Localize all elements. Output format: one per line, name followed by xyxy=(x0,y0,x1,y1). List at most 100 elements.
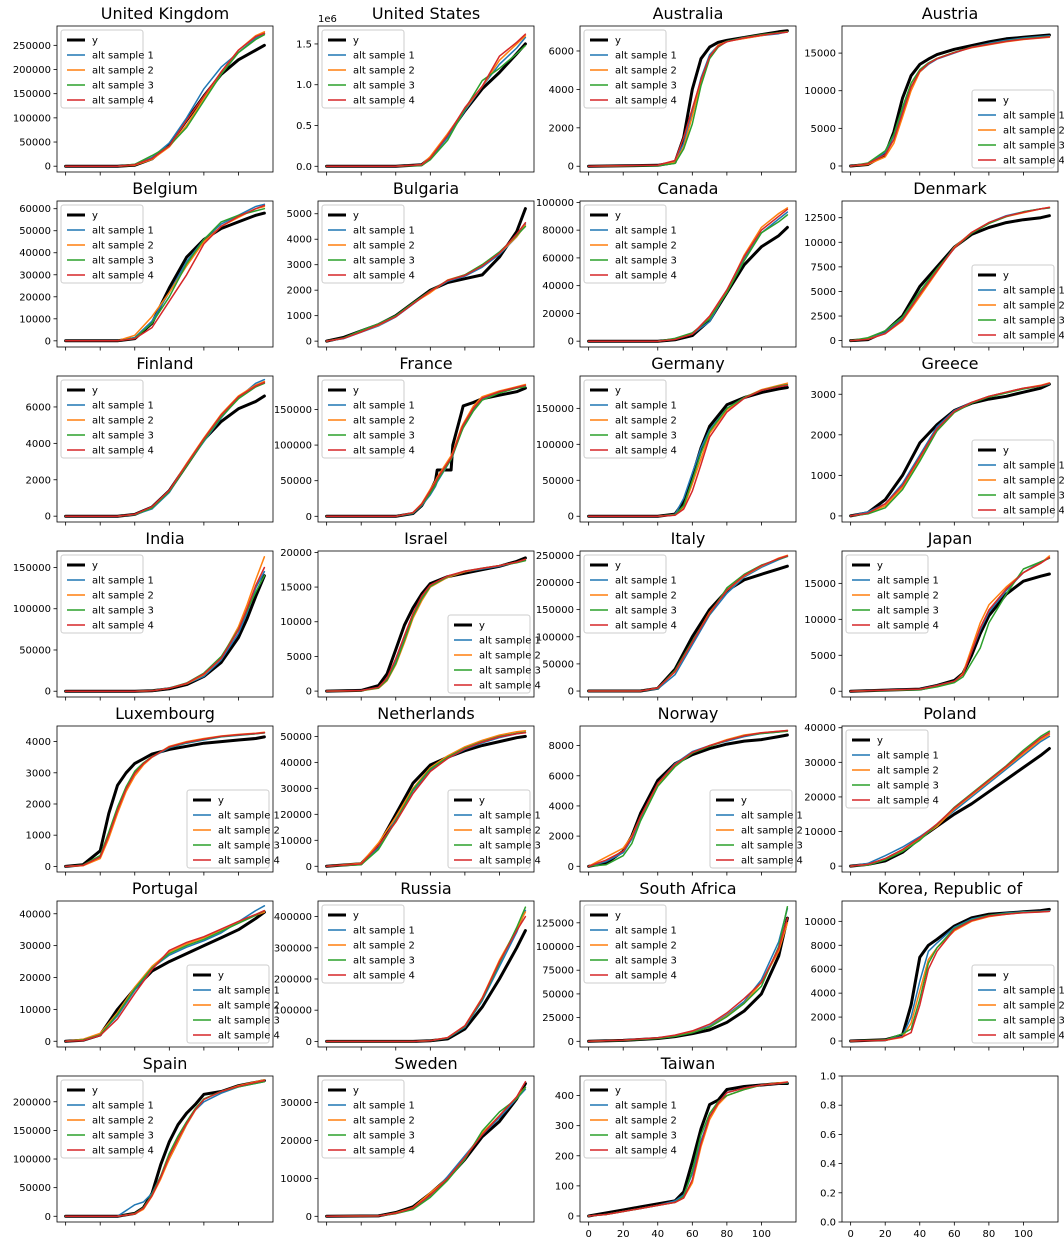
panel-title: Korea, Republic of xyxy=(878,879,1023,898)
series-line-alt-sample-4 xyxy=(64,204,266,342)
y-tick-label: 100000 xyxy=(536,198,574,209)
legend-entry: alt sample 1 xyxy=(92,401,154,412)
panel-title: Greece xyxy=(922,354,979,373)
legend-entry: alt sample 1 xyxy=(218,811,280,822)
panel-16: Luxembourg 0 1000 2000 3000 4000 y alt sample 1… xyxy=(26,704,280,876)
y-tick-label: 5000 xyxy=(287,652,312,663)
panel-14: Italy 0 50000 100000 150000 200000 250000 y alt … xyxy=(536,529,797,701)
legend-entry: alt sample 1 xyxy=(353,1101,415,1112)
y-tick-label: 10000 xyxy=(19,1005,51,1016)
legend: y alt sample 1 alt sample 2 alt sample 3 alt… xyxy=(60,554,154,634)
y-tick-label: 30000 xyxy=(19,270,51,281)
x-tick-label: 20 xyxy=(617,1229,630,1240)
legend: y alt sample 1 alt sample 2 alt sample 3 alt… xyxy=(60,204,154,284)
legend-entry: alt sample 4 xyxy=(353,96,415,107)
y-tick-label: 2000 xyxy=(549,832,574,843)
x-tick-label: 60 xyxy=(686,1229,699,1240)
panel-11: Greece 0 1000 2000 3000 y alt sample 1 alt samp… xyxy=(811,354,1064,526)
legend-entry: y xyxy=(479,621,485,632)
axes-frame xyxy=(56,900,274,1048)
y-tick-label: 0 xyxy=(306,512,312,523)
legend-entry: alt sample 2 xyxy=(218,826,280,837)
x-tick-label: 80 xyxy=(721,1229,734,1240)
y-tick-label: 5000 xyxy=(811,651,836,662)
y-tick-label: 250000 xyxy=(13,41,51,52)
y-tick-label: 1.0 xyxy=(296,80,312,91)
legend-entry: alt sample 4 xyxy=(479,856,541,867)
axes-frame xyxy=(579,375,797,523)
legend-entry: alt sample 2 xyxy=(353,416,415,427)
y-tick-label: 10000 xyxy=(280,617,312,628)
legend-box xyxy=(60,204,144,284)
legend-entry: alt sample 4 xyxy=(92,96,154,107)
y-tick-label: 50000 xyxy=(542,989,574,1000)
legend-entry: alt sample 1 xyxy=(741,811,803,822)
y-tick-label: 60000 xyxy=(19,204,51,215)
panel-title: Portugal xyxy=(132,879,198,898)
legend-entry: alt sample 3 xyxy=(877,606,939,617)
y-tick-label: 8000 xyxy=(549,741,574,752)
y-tick-label: 6000 xyxy=(549,46,574,57)
x-tick-label: 40 xyxy=(913,1229,926,1240)
legend-entry: y xyxy=(1003,96,1009,107)
legend-entry: alt sample 2 xyxy=(615,241,677,252)
legend: y alt sample 1 alt sample 2 alt sample 3 alt… xyxy=(321,204,415,284)
series-line-alt-sample-4 xyxy=(325,1080,527,1218)
legend-box xyxy=(583,554,667,634)
x-tick-label: 100 xyxy=(752,1229,771,1240)
y-tick-label: 4000 xyxy=(549,801,574,812)
y-tick-label: 150000 xyxy=(13,1126,51,1137)
panel-26: Taiwan 0 100 200 300 400 0 20 40 60 80 100 y alt samp… xyxy=(555,1054,797,1240)
y-tick-label: 0 xyxy=(45,1037,51,1048)
y-tick-label: 3000 xyxy=(811,390,836,401)
legend-entry: alt sample 4 xyxy=(877,621,939,632)
legend: y alt sample 1 alt sample 2 alt sample 3 alt… xyxy=(583,204,677,284)
series-line-alt-sample-4 xyxy=(325,915,527,1043)
y-tick-label: 200000 xyxy=(13,1097,51,1108)
legend-entry: alt sample 2 xyxy=(877,766,939,777)
panel-0: United Kingdom 0 50000 100000 150000 200000 25… xyxy=(13,4,274,176)
legend: y alt sample 1 alt sample 2 alt sample 3 alt… xyxy=(583,29,677,109)
legend-box xyxy=(321,1079,405,1159)
panel-title: India xyxy=(145,529,184,548)
legend: y alt sample 1 alt sample 2 alt sample 3 alt… xyxy=(186,964,280,1044)
legend: y alt sample 1 alt sample 2 alt sample 3 alt… xyxy=(447,614,541,694)
series-line-alt-sample-4 xyxy=(587,729,789,868)
panel-21: Russia 0 100000 200000 300000 400000 y alt samp… xyxy=(274,879,535,1051)
series-line-alt-sample-4 xyxy=(849,36,1051,167)
panel-19: Poland 0 10000 20000 30000 40000 y alt sample 1… xyxy=(804,704,1059,876)
y-tick-label: 200000 xyxy=(536,578,574,589)
legend-entry: y xyxy=(218,971,224,982)
legend-entry: alt sample 3 xyxy=(615,956,677,967)
legend: y alt sample 1 alt sample 2 alt sample 3 alt… xyxy=(186,789,280,869)
legend: y alt sample 1 alt sample 2 alt sample 3 alt… xyxy=(971,89,1064,169)
y-tick-label: 0 xyxy=(306,337,312,348)
axes-frame xyxy=(317,1075,535,1223)
y-tick-label: 30000 xyxy=(804,758,836,769)
y-tick-label: 10000 xyxy=(804,827,836,838)
legend-entry: alt sample 2 xyxy=(615,1116,677,1127)
legend-entry: alt sample 1 xyxy=(479,811,541,822)
legend-entry: alt sample 4 xyxy=(353,446,415,457)
y-tick-label: 60000 xyxy=(542,253,574,264)
y-tick-label: 50000 xyxy=(280,732,312,743)
y-tick-label: 10000 xyxy=(280,836,312,847)
y-tick-label: 0 xyxy=(306,862,312,873)
legend-entry: alt sample 3 xyxy=(1003,1016,1064,1027)
y-tick-label: 0.8 xyxy=(820,1101,836,1112)
legend-entry: alt sample 1 xyxy=(92,226,154,237)
legend: y alt sample 1 alt sample 2 alt sample 3 alt… xyxy=(321,904,415,984)
y-tick-label: 3000 xyxy=(287,260,312,271)
legend-entry: y xyxy=(92,1086,98,1097)
legend-entry: alt sample 2 xyxy=(877,591,939,602)
y-tick-label: 0 xyxy=(568,862,574,873)
series-line-alt-sample-4 xyxy=(849,910,1051,1042)
y-tick-label: 2000 xyxy=(811,1013,836,1024)
legend-box xyxy=(971,439,1055,519)
legend-box xyxy=(60,1079,144,1159)
y-tick-label: 20000 xyxy=(804,792,836,803)
legend-entry: alt sample 4 xyxy=(1003,1031,1064,1042)
series-line-alt-sample-4 xyxy=(587,1081,789,1217)
legend-entry: alt sample 2 xyxy=(479,651,541,662)
legend: y alt sample 1 alt sample 2 alt sample 3 alt… xyxy=(60,379,154,459)
